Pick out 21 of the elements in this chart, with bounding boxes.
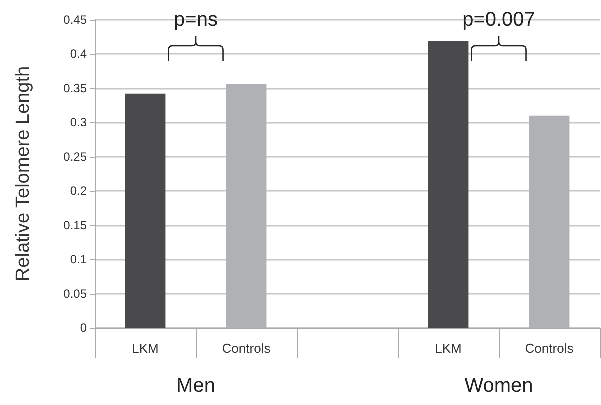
bar bbox=[125, 94, 166, 328]
y-tick-label: 0.1 bbox=[70, 252, 88, 267]
y-tick-label: 0.15 bbox=[64, 218, 88, 232]
y-tick-label: 0.05 bbox=[64, 286, 88, 301]
y-tick-label: 0 bbox=[80, 321, 88, 335]
annotation: p=ns bbox=[174, 9, 218, 31]
y-tick-label: 0.2 bbox=[70, 184, 88, 198]
y-tick-label: 0.3 bbox=[70, 116, 88, 130]
y-axis-title: Relative Telomere Length bbox=[13, 66, 34, 282]
y-tick-label: 0.25 bbox=[64, 150, 88, 164]
x-tick-label: Controls bbox=[525, 341, 574, 356]
y-tick-label: 0.4 bbox=[70, 47, 88, 62]
text: Men bbox=[176, 375, 216, 397]
text: Women bbox=[464, 375, 534, 397]
y-tick-label: 0.35 bbox=[64, 81, 88, 96]
y-tick-label: 0.45 bbox=[64, 13, 88, 27]
x-tick-label: LKM bbox=[435, 341, 462, 356]
bar bbox=[428, 41, 469, 328]
x-tick-label: LKM bbox=[132, 341, 159, 356]
annotation: p=0.007 bbox=[462, 9, 536, 31]
x-tick-label: Controls bbox=[222, 341, 272, 356]
